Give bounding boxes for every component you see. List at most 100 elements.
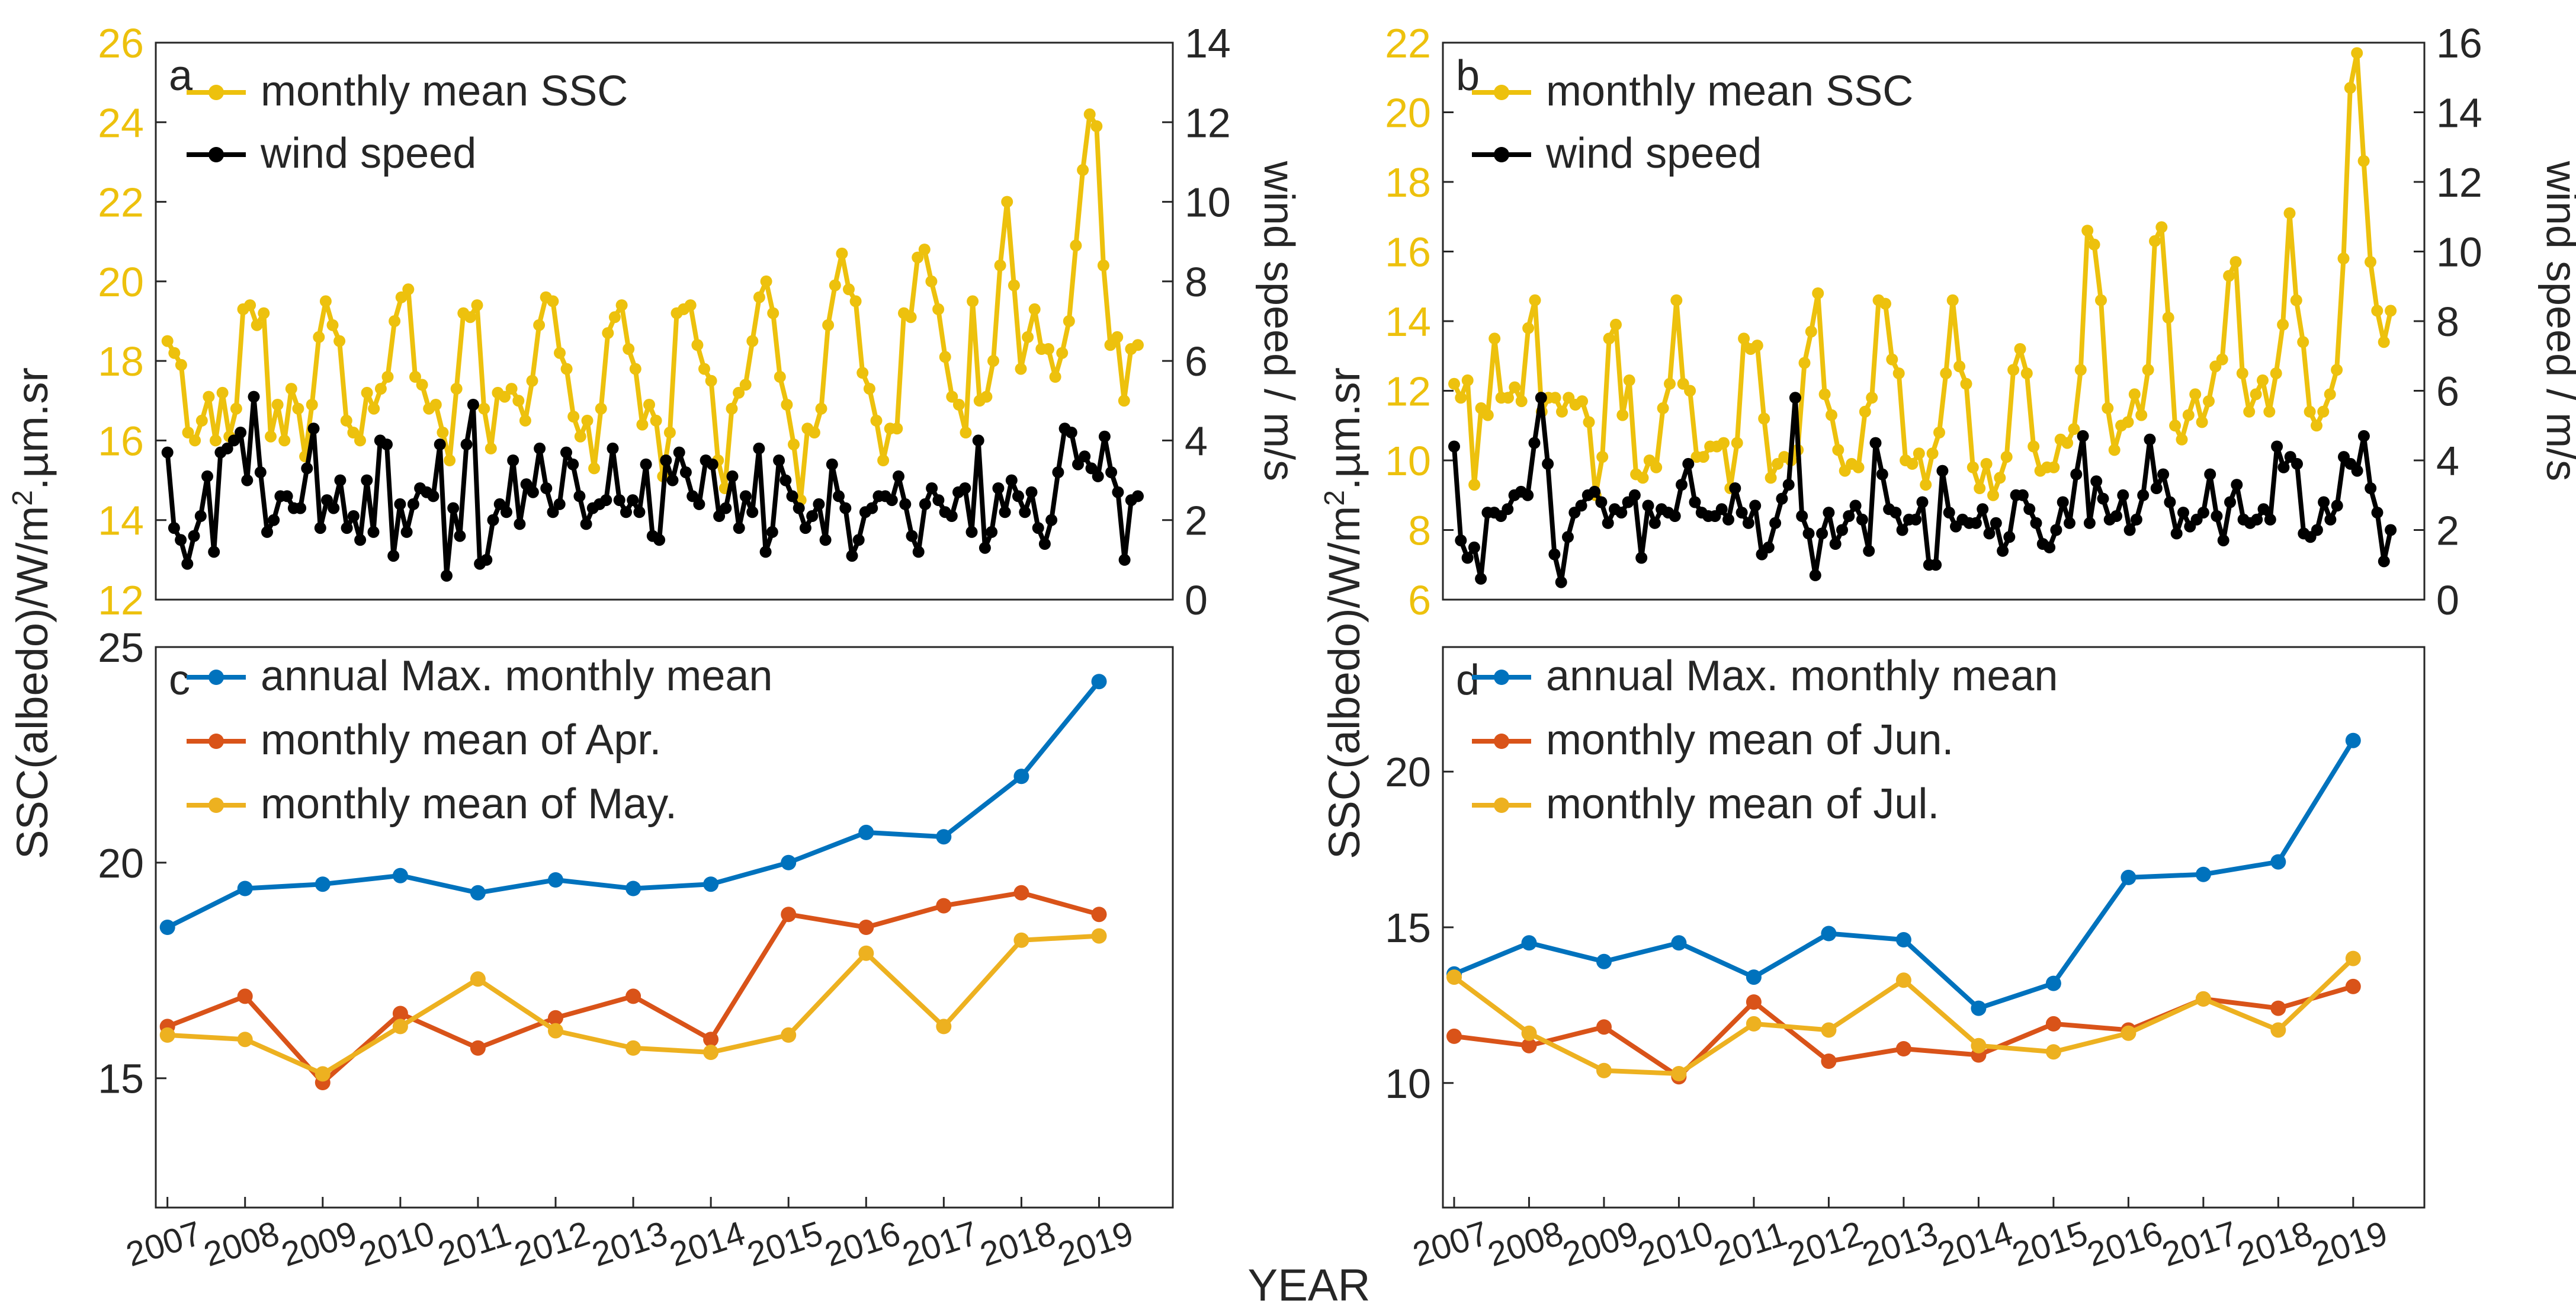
y-tick-label-right: 12: [1185, 100, 1231, 146]
data-point: [960, 427, 972, 438]
data-point: [1812, 287, 1824, 299]
data-point: [1648, 517, 1661, 529]
data-point: [237, 880, 253, 896]
data-point: [203, 390, 215, 403]
data-point: [1974, 482, 1986, 494]
data-point: [2028, 440, 2040, 453]
data-point: [347, 427, 360, 438]
data-point: [268, 514, 280, 526]
data-point: [1729, 482, 1741, 494]
data-point: [1990, 517, 2002, 529]
data-point: [1056, 347, 1069, 359]
data-point: [779, 474, 792, 486]
data-point: [478, 402, 490, 415]
data-point: [1595, 496, 1608, 508]
data-point: [271, 399, 284, 411]
data-point: [1852, 461, 1865, 473]
data-point: [932, 494, 945, 507]
data-point: [994, 260, 1006, 271]
data-point: [2270, 854, 2286, 870]
data-point: [979, 542, 991, 554]
data-point: [341, 522, 353, 534]
data-point: [1535, 392, 1547, 404]
data-point: [1689, 496, 1701, 508]
data-point: [2197, 507, 2209, 519]
data-point: [822, 319, 835, 331]
data-point: [952, 399, 965, 411]
series-wind-speed: [1448, 392, 2397, 588]
data-point: [387, 550, 400, 562]
data-point: [1637, 472, 1649, 484]
data-point: [512, 395, 525, 407]
data-point: [2050, 524, 2062, 536]
data-point: [1502, 392, 1514, 404]
y-tick-label-left: 16: [1385, 229, 1431, 276]
data-point: [1758, 412, 1770, 425]
data-point: [2077, 430, 2089, 442]
data-point: [1049, 371, 1061, 383]
data-point: [891, 422, 903, 435]
data-point: [573, 490, 586, 502]
data-point: [1916, 496, 1929, 508]
data-point: [333, 335, 346, 347]
legend-label: monthly mean SSC: [261, 68, 628, 115]
data-point: [2088, 238, 2100, 251]
data-point: [520, 478, 532, 491]
data-point: [251, 319, 263, 331]
y-tick-label-right: 2: [1185, 498, 1208, 544]
data-point: [182, 427, 194, 438]
data-point: [2020, 367, 2033, 380]
data-point: [1005, 474, 1018, 486]
data-point: [2122, 416, 2134, 428]
data-point: [328, 502, 340, 514]
data-point: [2014, 343, 2026, 355]
data-point: [886, 494, 898, 507]
data-point: [1798, 357, 1811, 369]
data-point: [306, 399, 318, 411]
data-point: [650, 414, 662, 427]
legend-entry: monthly mean of May.: [187, 780, 677, 828]
data-point: [460, 438, 473, 451]
data-point: [849, 295, 862, 308]
y-tick-label-right: 8: [2436, 299, 2459, 345]
data-point: [2081, 225, 2094, 237]
data-point: [389, 315, 401, 327]
data-point: [1735, 507, 1748, 519]
data-point: [2061, 437, 2074, 449]
data-point: [526, 374, 538, 387]
series-monthly-mean-ssc: [161, 108, 1144, 507]
data-point: [1836, 524, 1848, 536]
data-point: [2270, 367, 2282, 380]
data-point: [625, 988, 641, 1004]
data-point: [319, 295, 332, 308]
data-point: [1132, 339, 1144, 351]
data-point: [1994, 472, 2006, 484]
data-point: [2371, 507, 2383, 519]
data-point: [1052, 466, 1064, 479]
y-tick-label-left: 26: [98, 20, 144, 66]
data-point: [1913, 447, 1925, 460]
data-point: [1809, 569, 1821, 581]
data-point: [600, 494, 612, 507]
data-point: [919, 498, 931, 510]
data-point: [2177, 507, 2189, 519]
y-tick-label-left: 16: [98, 418, 144, 464]
data-point: [485, 442, 497, 454]
data-point: [2317, 405, 2330, 418]
data-point: [2117, 489, 2129, 501]
data-point: [2044, 541, 2056, 553]
y-tick-label-left: 10: [1385, 438, 1431, 484]
data-point: [936, 898, 952, 914]
data-point: [1098, 430, 1111, 443]
data-point: [1933, 427, 1945, 438]
data-point: [340, 414, 352, 427]
y-tick-label-left: 22: [1385, 20, 1431, 66]
data-point: [2297, 336, 2309, 348]
data-point: [1896, 524, 1908, 536]
data-point: [1521, 1038, 1537, 1054]
data-point: [1718, 437, 1730, 449]
legend-marker: [1494, 85, 1509, 100]
data-point: [1997, 545, 2009, 557]
data-point: [759, 546, 772, 558]
legend-marker: [1494, 670, 1509, 685]
